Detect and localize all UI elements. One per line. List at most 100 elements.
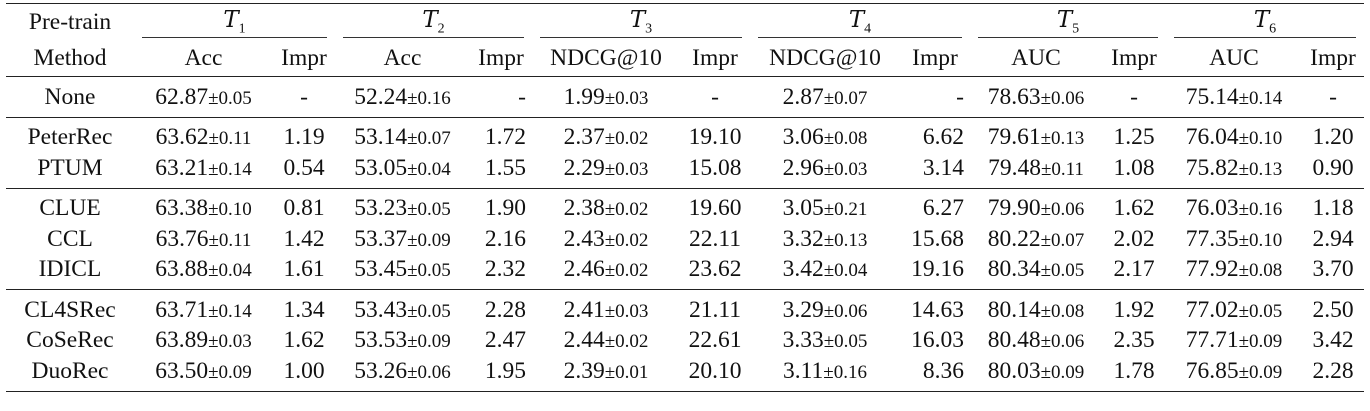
mean-value: 53.23 [354, 195, 408, 222]
std-value: ±0.01 [604, 361, 649, 383]
task-index: 5 [1072, 21, 1080, 37]
std-value: ±0.08 [1040, 300, 1085, 322]
task-symbol: T3 [629, 6, 652, 37]
value-cell: 62.87±0.05 [134, 77, 273, 118]
results-table: Pre-train T1 T2 T3 T4 T5 T6 Method Acc Impr Acc… [6, 3, 1364, 392]
task-letter: T [629, 6, 646, 33]
std-value: ±0.06 [1040, 331, 1085, 353]
value-cell: 76.85±0.09 [1166, 356, 1302, 391]
impr-value: - [711, 83, 719, 110]
mean-value: 2.39 [563, 357, 605, 384]
impr-value: 1.19 [283, 124, 325, 151]
impr-value: 2.28 [1312, 357, 1354, 384]
method-name: PTUM [37, 154, 103, 181]
impr-value: - [518, 83, 526, 110]
std-value: ±0.06 [823, 300, 868, 322]
impr-value: 2.94 [1312, 225, 1354, 252]
mean-value: 63.89 [155, 327, 209, 354]
std-value: ±0.04 [208, 260, 252, 282]
value-cell: 76.03±0.16 [1166, 188, 1302, 224]
impr-value: 15.08 [688, 154, 742, 181]
std-value: ±0.09 [1040, 361, 1085, 383]
std-value: ±0.09 [1238, 361, 1283, 383]
std-value: ±0.10 [1238, 128, 1283, 150]
impr-value: 2.28 [484, 296, 526, 323]
mean-value: 53.05 [354, 154, 408, 181]
impr-value: - [956, 83, 964, 110]
std-value: ±0.03 [823, 158, 868, 180]
table-row: DuoRec 63.50±0.09 1.00 53.26±0.06 1.95 2.39±0… [6, 356, 1364, 391]
mean-value: 53.53 [354, 327, 408, 354]
std-value: ±0.16 [1238, 199, 1283, 221]
mean-value: 3.06 [782, 124, 824, 151]
impr-value: 1.08 [1113, 154, 1155, 181]
mean-value: 53.45 [354, 256, 408, 283]
value-cell: 80.22±0.07 [970, 224, 1102, 255]
impr-header: Impr [680, 40, 750, 77]
impr-value: 1.62 [1113, 195, 1155, 222]
impr-value: 2.32 [484, 256, 526, 283]
task-index: 1 [238, 21, 246, 37]
std-value: ±0.02 [604, 128, 649, 150]
impr-value: 1.25 [1113, 124, 1155, 151]
table-row: None 62.87±0.05-52.24±0.16-1.99±0.03-2.87… [6, 77, 1364, 118]
impr-value: 1.62 [283, 327, 325, 354]
mean-value: 53.43 [354, 296, 408, 323]
mean-value: 76.04 [1185, 124, 1239, 151]
task-header-5: T5 [970, 4, 1166, 41]
impr-value: 14.63 [911, 296, 964, 323]
method-name: None [44, 83, 96, 110]
impr-value: 8.36 [922, 357, 964, 384]
std-value: ±0.07 [823, 87, 868, 109]
std-value: ±0.07 [1040, 229, 1085, 251]
std-value: ±0.03 [604, 300, 649, 322]
metric-header: Acc [134, 40, 273, 77]
impr-value: 1.95 [484, 357, 526, 384]
task-letter: T [1253, 6, 1270, 33]
impr-value: 1.61 [283, 256, 325, 283]
value-cell: 53.14±0.07 [335, 117, 470, 153]
value-cell: 3.06±0.08 [750, 117, 900, 153]
std-value: ±0.04 [407, 158, 451, 180]
value-cell: 78.63±0.06 [970, 77, 1102, 118]
impr-value: 1.34 [283, 296, 325, 323]
impr-value: 19.16 [911, 256, 964, 283]
value-cell: 80.48±0.06 [970, 326, 1102, 357]
value-cell: 3.11±0.16 [750, 356, 900, 391]
value-cell: 63.71±0.14 [134, 290, 273, 326]
value-cell: 79.61±0.13 [970, 117, 1102, 153]
value-cell: 2.38±0.02 [532, 188, 680, 224]
std-value: ±0.08 [1238, 260, 1283, 282]
method-name: IDICL [38, 256, 102, 283]
value-cell: 2.39±0.01 [532, 356, 680, 391]
impr-value: 22.11 [688, 225, 741, 252]
impr-value: 2.17 [1113, 256, 1155, 283]
value-cell: 63.50±0.09 [134, 356, 273, 391]
task-symbol: T1 [223, 7, 246, 37]
std-value: ±0.05 [1040, 260, 1085, 282]
impr-value: 1.20 [1312, 124, 1354, 151]
mean-value: 63.38 [155, 195, 209, 222]
metric-header: Acc [335, 40, 470, 77]
std-value: ±0.05 [1238, 300, 1283, 322]
method-name: CoSeRec [26, 327, 114, 354]
impr-value: 23.62 [688, 256, 742, 283]
std-value: ±0.14 [208, 158, 252, 180]
method-name: CL4SRec [24, 296, 116, 323]
task-header-4: T4 [750, 4, 970, 41]
std-value: ±0.05 [208, 87, 252, 109]
task-symbol: T4 [849, 7, 871, 37]
task-header-3: T3 [532, 4, 750, 41]
std-value: ±0.11 [208, 229, 252, 251]
value-cell: 53.53±0.09 [335, 326, 470, 357]
mean-value: 79.61 [987, 124, 1041, 151]
mean-value: 77.71 [1185, 327, 1239, 354]
std-value: ±0.11 [208, 128, 252, 150]
value-cell: 63.21±0.14 [134, 153, 273, 188]
mean-value: 3.11 [783, 357, 824, 384]
impr-value: 2.50 [1312, 296, 1354, 323]
mean-value: 2.37 [563, 124, 605, 151]
std-value: ±0.05 [823, 331, 868, 353]
value-cell: 80.34±0.05 [970, 255, 1102, 290]
method-name: PeterRec [27, 124, 113, 151]
